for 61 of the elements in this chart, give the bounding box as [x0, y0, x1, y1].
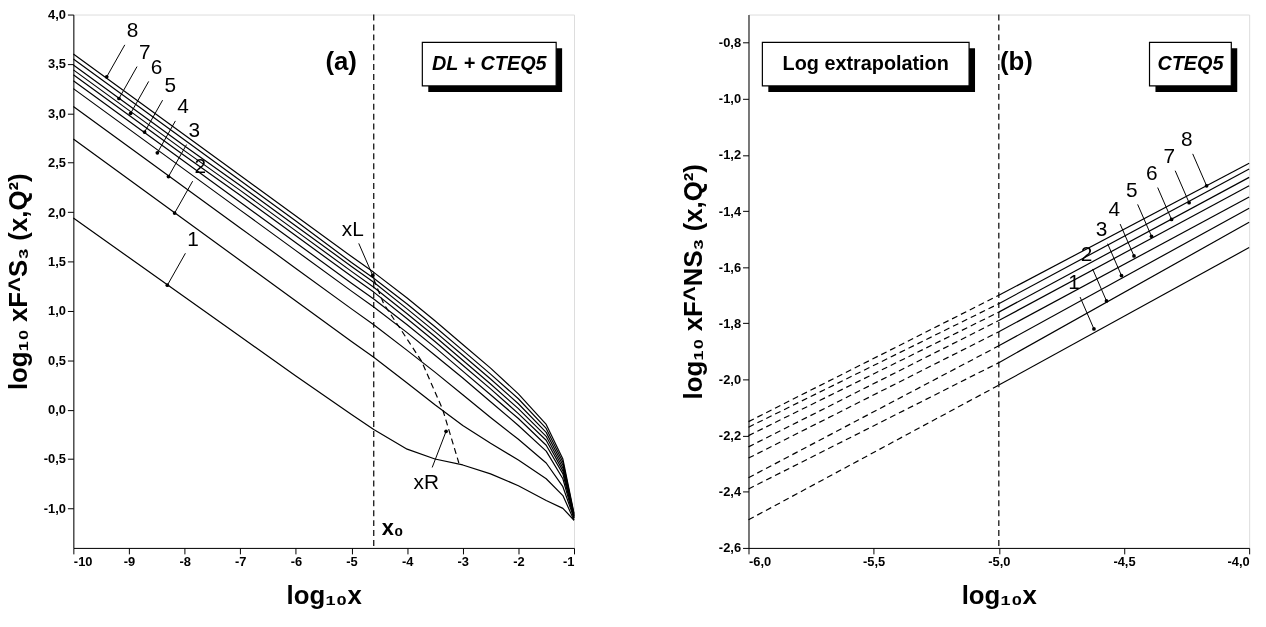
y-axis-title: log₁₀ xF^NS₃ (x,Q²) [679, 164, 707, 400]
x-axis-title: log₁₀x [286, 580, 363, 609]
annotation: 7 [1163, 143, 1176, 167]
x-tick-label: -8 [179, 554, 191, 570]
annotation: 8 [1180, 127, 1193, 151]
annotation: xL [341, 216, 364, 240]
x-tick-label: -1 [563, 554, 575, 570]
x-tick-label: -10 [73, 554, 93, 570]
annotation: xR [413, 469, 439, 493]
y-tick-label: -1,2 [718, 147, 742, 163]
x-tick-label: -3 [457, 554, 469, 570]
annotation: DL + CTEQ5 [431, 52, 548, 75]
annotation: 8 [126, 18, 139, 42]
y-tick-label: -1,0 [43, 500, 66, 516]
y-tick-label: 3,5 [48, 56, 66, 72]
y-tick-label: 2,5 [48, 155, 66, 171]
y-tick-label: 0,5 [48, 352, 66, 368]
annotation: 4 [1108, 197, 1120, 221]
y-tick-label: -0,8 [718, 35, 742, 51]
annotation: 7 [138, 39, 151, 63]
y-tick-label: -2,6 [718, 540, 742, 556]
x-tick-label: -9 [123, 554, 136, 570]
x-tick-label: -7 [235, 554, 247, 570]
y-tick-label: -0,5 [43, 451, 66, 467]
y-tick-label: -1,6 [718, 259, 742, 275]
annotation: 1 [187, 226, 199, 250]
annotation: 6 [1145, 160, 1158, 184]
x-tick-label: -6,0 [748, 554, 772, 570]
text: (a) [325, 47, 357, 76]
annotation: 5 [164, 73, 177, 97]
annotation: Log extrapolation [782, 52, 949, 75]
text: (b) [999, 47, 1033, 76]
y-tick-label: 0,0 [48, 402, 66, 418]
x-tick-label: -4 [401, 554, 415, 570]
y-tick-label: 4,0 [48, 7, 66, 23]
x-tick-label: -2 [513, 554, 525, 570]
annotation: 3 [188, 117, 201, 141]
annotation: 3 [1095, 216, 1108, 240]
x-tick-label: -5,5 [863, 554, 886, 570]
x-tick-label: -4,5 [1113, 554, 1136, 570]
y-tick-label: 1,0 [48, 303, 66, 319]
y-tick-label: 2,0 [48, 204, 66, 220]
y-tick-label: -1,0 [718, 91, 742, 107]
y-tick-label: 3,0 [48, 105, 66, 121]
y-tick-label: -1,8 [718, 315, 742, 331]
y-tick-label: -2,2 [718, 428, 742, 444]
ref-line-label: x₀ [381, 515, 404, 541]
annotation: 6 [150, 54, 163, 78]
annotation: 5 [1125, 177, 1138, 201]
x-tick-label: -5 [346, 554, 358, 570]
y-tick-label: -2,0 [718, 371, 742, 387]
x-tick-label: -4,0 [1227, 554, 1250, 570]
y-tick-label: -2,4 [718, 484, 742, 500]
y-axis-title: log₁₀ xF^S₃ (x,Q²) [3, 173, 32, 391]
x-tick-label: -5,0 [988, 554, 1011, 570]
y-tick-label: 1,5 [48, 253, 66, 269]
annotation: 4 [177, 94, 189, 118]
annotation: CTEQ5 [1157, 52, 1225, 75]
x-tick-label: -6 [290, 554, 303, 570]
x-axis-title: log₁₀x [961, 580, 1038, 609]
y-tick-label: -1,4 [718, 203, 742, 219]
